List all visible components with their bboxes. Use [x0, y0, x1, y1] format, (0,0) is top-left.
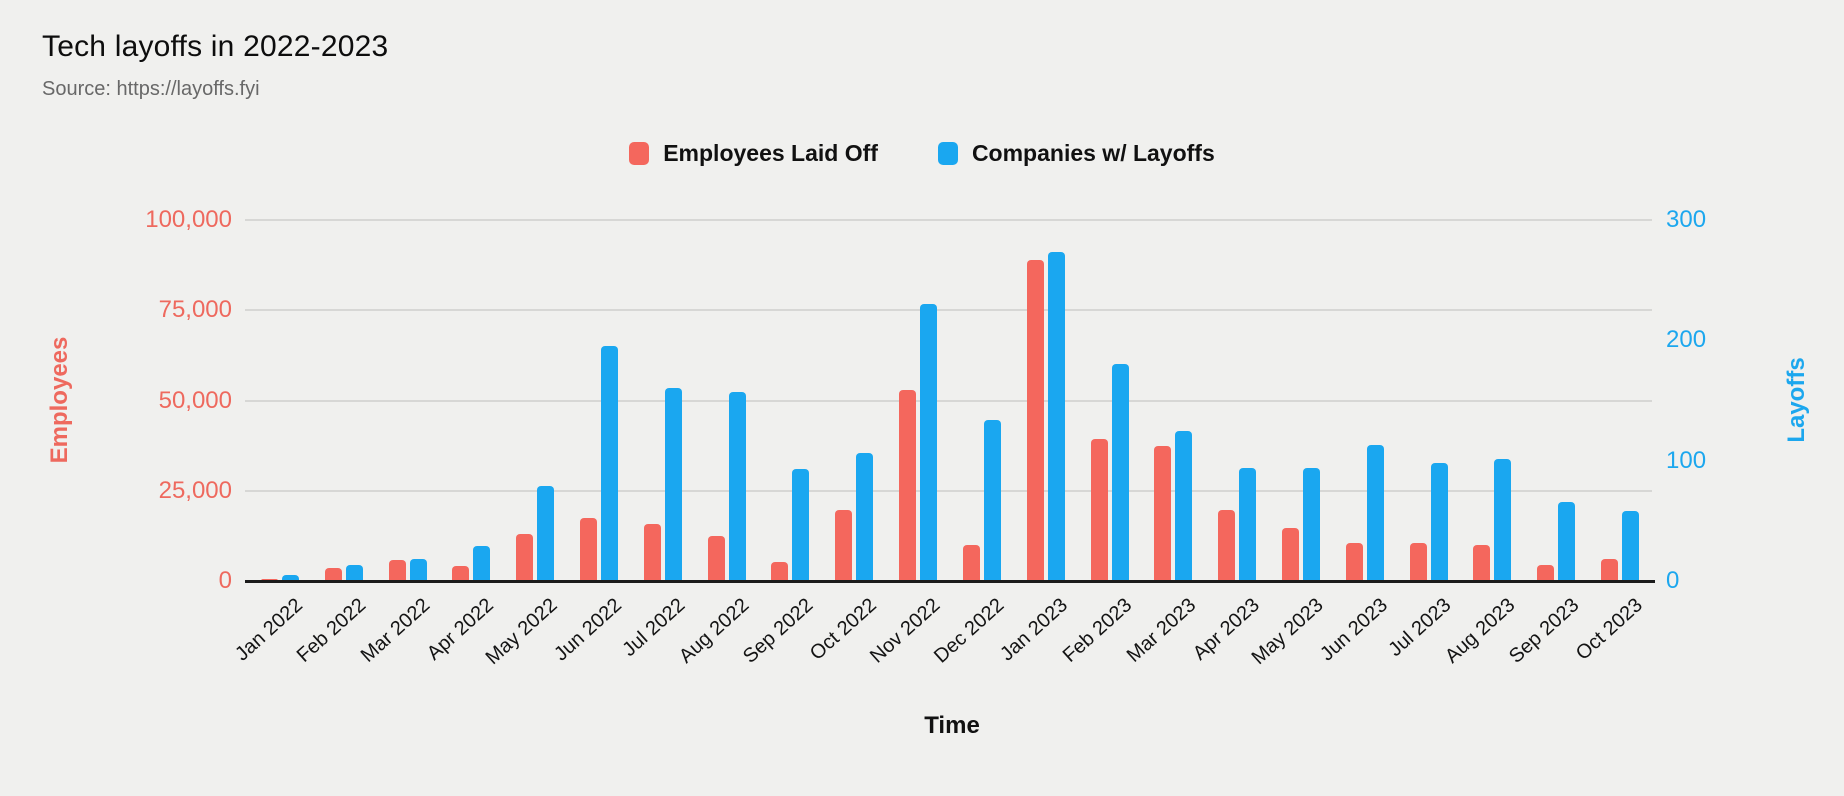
x-axis-tick-mar-2023: Mar 2023 — [1122, 594, 1201, 667]
bar-companies-jun-2022 — [601, 346, 618, 581]
y-axis-tick-50,000: 50,000 — [158, 386, 232, 414]
gridline-100000 — [245, 219, 1652, 221]
x-axis-tick-sep-2022: Sep 2022 — [738, 594, 818, 668]
bar-employees-mar-2023 — [1154, 445, 1172, 581]
bar-employees-apr-2023 — [1218, 509, 1236, 581]
x-axis-tick-aug-2022: Aug 2022 — [674, 594, 754, 668]
x-axis-tick-sep-2023: Sep 2023 — [1504, 594, 1584, 668]
bar-employees-jun-2022 — [580, 518, 597, 581]
y2-axis-tick-100: 100 — [1666, 446, 1707, 474]
bar-employees-jul-2022 — [643, 523, 661, 581]
bar-employees-jul-2023 — [1409, 543, 1427, 581]
bar-companies-jan-2022 — [281, 574, 299, 581]
bar-companies-aug-2022 — [728, 392, 746, 581]
bar-companies-apr-2023 — [1239, 467, 1257, 581]
bar-employees-aug-2022 — [707, 535, 725, 581]
bar-employees-jun-2023 — [1345, 542, 1363, 581]
bar-companies-oct-2022 — [856, 453, 874, 581]
bar-companies-jul-2023 — [1430, 463, 1448, 581]
x-axis-tick-mar-2022: Mar 2022 — [356, 594, 435, 667]
bar-employees-oct-2023 — [1601, 559, 1619, 581]
y-axis-tick-0: 0 — [218, 567, 232, 594]
bar-companies-feb-2022 — [345, 565, 363, 581]
bar-companies-aug-2023 — [1494, 459, 1512, 581]
x-axis-tick-jun-2022: Jun 2022 — [549, 594, 626, 666]
x-axis-tick-jun-2023: Jun 2023 — [1315, 594, 1392, 666]
legend: Employees Laid Off Companies w/ Layoffs — [0, 140, 1844, 167]
y-axis-tick-100,000: 100,000 — [145, 206, 232, 233]
y2-axis-tick-200: 200 — [1666, 326, 1707, 354]
bar-companies-mar-2022 — [409, 559, 427, 581]
x-axis-tick-aug-2023: Aug 2023 — [1440, 594, 1520, 668]
x-axis-tick-jan-2023: Jan 2023 — [996, 594, 1073, 666]
legend-swatch-employees — [629, 142, 650, 165]
bar-companies-sep-2023 — [1558, 501, 1576, 581]
bar-employees-sep-2023 — [1537, 565, 1555, 581]
legend-swatch-companies — [937, 142, 958, 165]
legend-label-employees: Employees Laid Off — [663, 140, 878, 166]
x-axis-tick-feb-2022: Feb 2022 — [292, 594, 371, 667]
bar-companies-nov-2022 — [920, 304, 938, 581]
y2-axis-tick-300: 300 — [1666, 206, 1707, 233]
bar-employees-nov-2022 — [899, 389, 917, 581]
legend-item-employees: Employees Laid Off — [629, 140, 878, 167]
chart-source: Source: https://layoffs.fyi — [42, 78, 260, 100]
y-axis-tick-25,000: 25,000 — [158, 476, 232, 504]
bar-companies-jan-2023 — [1047, 252, 1065, 581]
x-axis-line — [245, 580, 1655, 583]
x-axis-tick-feb-2023: Feb 2023 — [1058, 594, 1137, 667]
chart-title: Tech layoffs in 2022-2023 — [42, 30, 389, 63]
x-axis-tick-nov-2022: Nov 2022 — [866, 594, 945, 668]
bar-employees-apr-2022 — [452, 565, 470, 581]
bar-employees-feb-2023 — [1090, 439, 1108, 581]
bar-companies-dec-2022 — [983, 419, 1001, 581]
bar-companies-jun-2023 — [1366, 445, 1384, 581]
bar-companies-apr-2022 — [473, 546, 491, 581]
bar-employees-mar-2022 — [388, 560, 406, 581]
bar-companies-oct-2023 — [1622, 511, 1640, 581]
bar-employees-jan-2023 — [1026, 259, 1044, 581]
bar-companies-may-2023 — [1303, 467, 1320, 581]
x-axis-tick-jan-2022: Jan 2022 — [230, 594, 307, 666]
y2-axis-tick-0: 0 — [1666, 567, 1680, 594]
gridline-75000 — [245, 309, 1652, 312]
legend-item-companies: Companies w/ Layoffs — [937, 140, 1215, 167]
bar-companies-feb-2023 — [1111, 364, 1129, 581]
gridline-25000 — [245, 489, 1652, 492]
y2-axis-title: Layoffs — [1783, 357, 1810, 443]
x-axis-tick-oct-2023: Oct 2023 — [1571, 594, 1647, 665]
bar-companies-mar-2023 — [1175, 430, 1193, 581]
x-axis-tick-dec-2022: Dec 2022 — [930, 594, 1009, 668]
bar-companies-jul-2022 — [664, 388, 682, 581]
bar-employees-may-2023 — [1282, 528, 1299, 581]
x-axis-title: Time — [924, 712, 980, 739]
bar-employees-may-2022 — [516, 534, 534, 581]
bar-employees-oct-2022 — [835, 509, 853, 581]
bar-employees-feb-2022 — [324, 568, 342, 581]
bar-employees-dec-2022 — [962, 545, 980, 581]
bar-employees-sep-2022 — [771, 562, 789, 581]
y-axis-title: Employees — [46, 336, 73, 464]
legend-label-companies: Companies w/ Layoffs — [971, 140, 1215, 166]
bar-employees-aug-2023 — [1473, 545, 1491, 581]
y-axis-tick-75,000: 75,000 — [158, 296, 232, 324]
bar-companies-sep-2022 — [792, 469, 810, 581]
gridline-50000 — [245, 399, 1652, 402]
bar-companies-may-2022 — [537, 485, 555, 581]
